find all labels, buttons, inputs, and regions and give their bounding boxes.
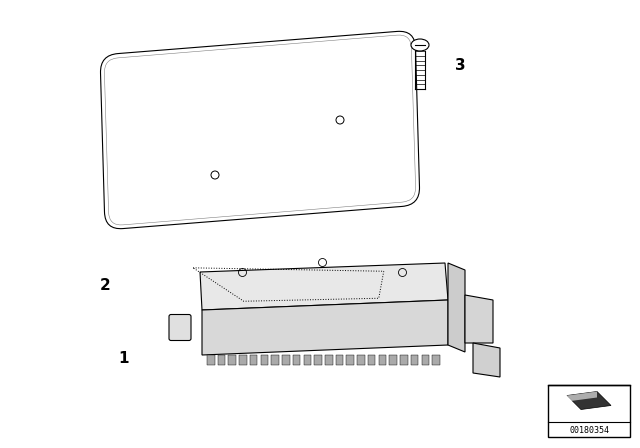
- Bar: [228, 355, 236, 365]
- Polygon shape: [567, 392, 611, 409]
- Bar: [336, 355, 343, 365]
- Bar: [422, 355, 429, 365]
- Bar: [207, 355, 214, 365]
- Polygon shape: [567, 392, 597, 401]
- Text: 1: 1: [118, 350, 129, 366]
- Bar: [548, 385, 630, 437]
- Bar: [239, 355, 246, 365]
- Bar: [379, 355, 386, 365]
- Bar: [432, 355, 440, 365]
- Ellipse shape: [411, 39, 429, 51]
- Bar: [303, 355, 311, 365]
- Polygon shape: [200, 263, 448, 310]
- Bar: [250, 355, 257, 365]
- Bar: [282, 355, 290, 365]
- Bar: [411, 355, 419, 365]
- Bar: [357, 355, 365, 365]
- Bar: [293, 355, 300, 365]
- Polygon shape: [473, 343, 500, 377]
- Bar: [346, 355, 354, 365]
- PathPatch shape: [100, 31, 419, 228]
- Bar: [389, 355, 397, 365]
- Text: 3: 3: [455, 57, 466, 73]
- FancyBboxPatch shape: [169, 314, 191, 340]
- Bar: [218, 355, 225, 365]
- Bar: [260, 355, 268, 365]
- Text: 00180354: 00180354: [569, 426, 609, 435]
- Bar: [325, 355, 333, 365]
- Text: 2: 2: [100, 277, 111, 293]
- Bar: [368, 355, 376, 365]
- Polygon shape: [448, 263, 465, 352]
- Bar: [271, 355, 279, 365]
- Polygon shape: [202, 300, 448, 355]
- Bar: [314, 355, 322, 365]
- Bar: [400, 355, 408, 365]
- Polygon shape: [465, 295, 493, 343]
